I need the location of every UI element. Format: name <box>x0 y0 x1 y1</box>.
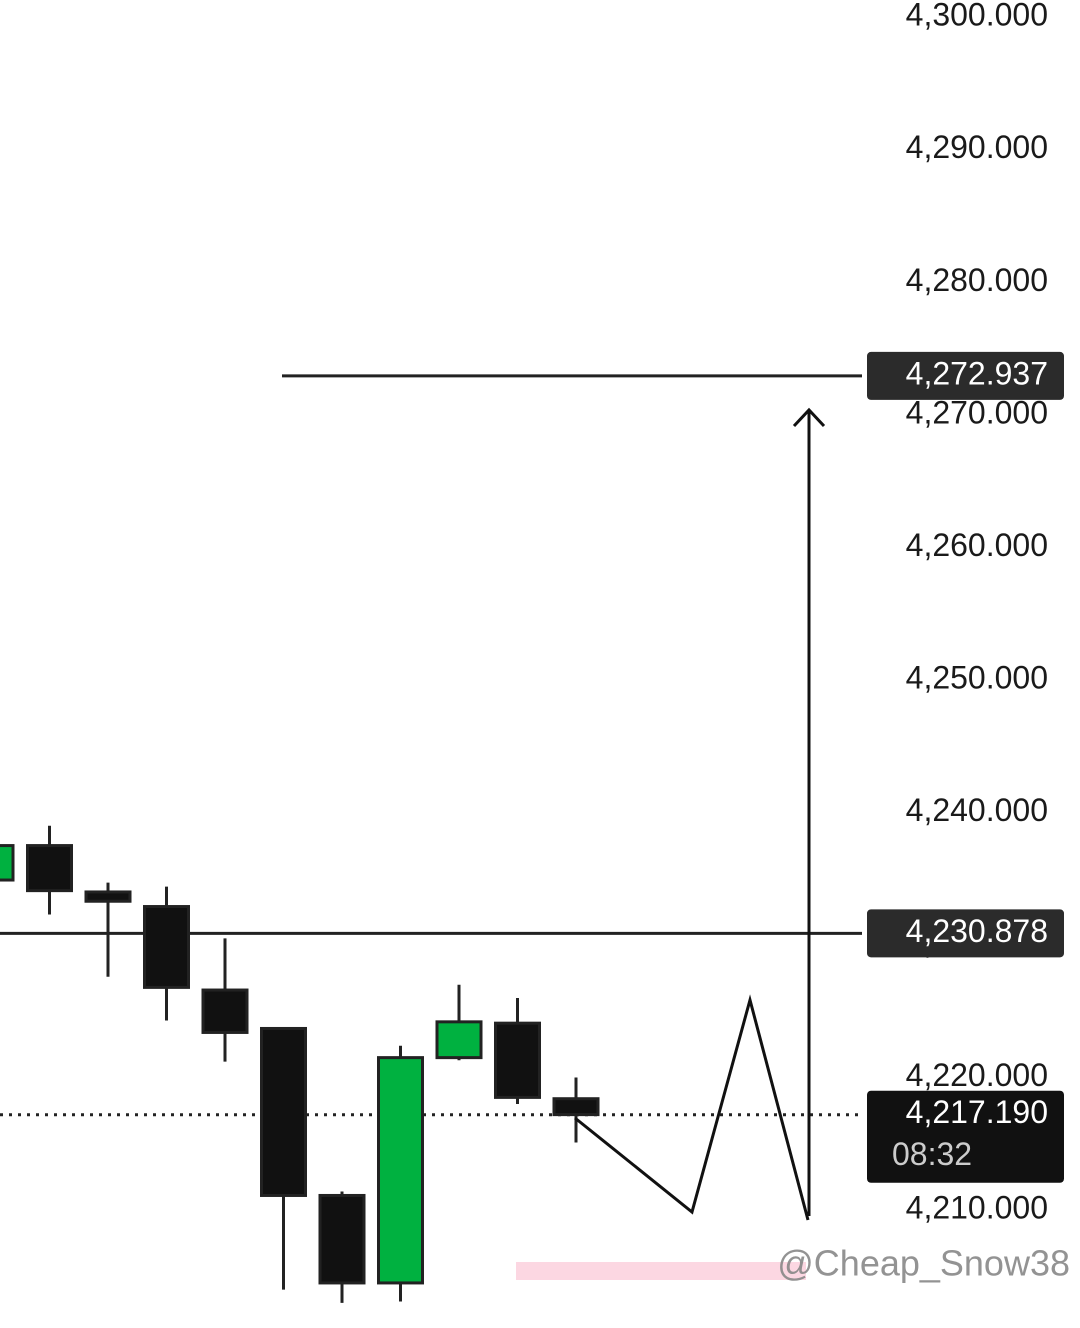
candle-body <box>26 844 73 893</box>
y-tick-label: 4,210.000 <box>906 1189 1048 1225</box>
watermark-bar <box>516 1262 806 1280</box>
candle-body <box>201 988 249 1034</box>
candle-body <box>552 1097 600 1117</box>
countdown: 08:32 <box>892 1136 972 1172</box>
y-tick-label: 4,280.000 <box>906 262 1048 298</box>
current-price-box <box>867 1090 1064 1183</box>
candle-body <box>143 905 190 989</box>
candle-body <box>260 1026 307 1197</box>
price-label: 4,230.878 <box>906 913 1048 949</box>
price-label-box <box>867 351 1064 400</box>
y-tick-label: 4,260.000 <box>906 527 1048 563</box>
candle-body <box>318 1193 366 1285</box>
y-tick-label: 4,220.000 <box>906 1057 1048 1093</box>
watermark: @Cheap_Snow38 <box>777 1243 1070 1284</box>
current-price-label: 4,217.190 <box>906 1094 1048 1130</box>
candle-body <box>494 1021 541 1099</box>
y-tick-label: 4,250.000 <box>906 659 1048 695</box>
price-label-box <box>867 909 1064 958</box>
y-tick-label: 4,290.000 <box>906 129 1048 165</box>
candle-body <box>84 890 132 903</box>
y-tick-label: 4,300.000 <box>906 0 1048 33</box>
price-label: 4,272.937 <box>906 355 1048 391</box>
drawn-path <box>574 994 810 1221</box>
candle-body <box>0 844 15 882</box>
candle-body <box>435 1020 483 1060</box>
candle-body <box>377 1056 424 1285</box>
arrow-head <box>792 407 826 428</box>
y-tick-label: 4,240.000 <box>906 792 1048 828</box>
y-tick-label: 4,270.000 <box>906 394 1048 430</box>
